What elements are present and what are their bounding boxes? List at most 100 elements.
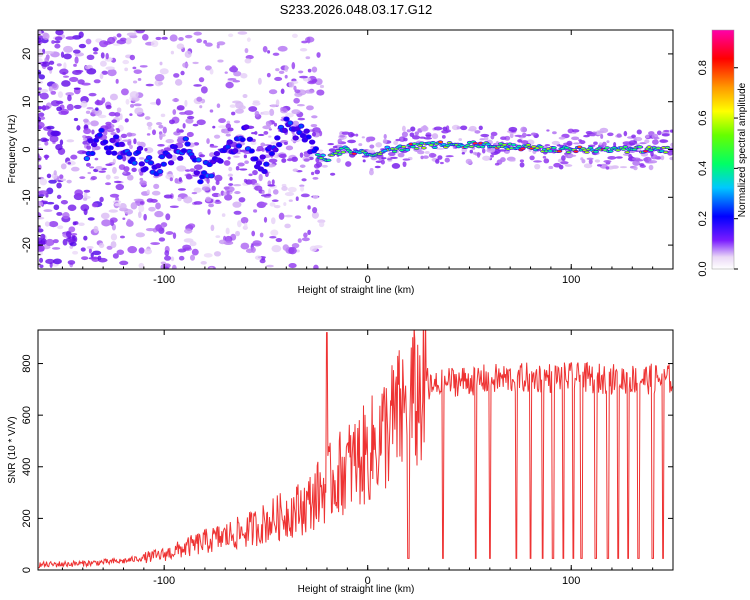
spectrogram-halo-blob <box>633 165 638 171</box>
spectrogram-halo-blob <box>238 105 246 110</box>
spectrogram-noise-blob <box>284 74 288 79</box>
spectrogram-noise-blob <box>252 169 258 176</box>
spectrogram-noise-blob <box>138 204 145 213</box>
spectrogram-halo-blob <box>442 126 448 131</box>
spectrogram-halo-blob <box>217 193 222 197</box>
spectrogram-noise-blob <box>38 216 45 220</box>
spectrogram-halo-blob <box>90 120 99 127</box>
spectrogram-noise-blob <box>240 242 250 250</box>
spectrogram-halo-blob <box>191 191 198 195</box>
spectrogram-halo-blob <box>268 128 272 131</box>
spectrogram-halo-blob <box>425 134 432 137</box>
spectrogram-halo-blob <box>133 138 137 145</box>
spectrogram-noise-blob <box>319 84 325 89</box>
spectrogram-ridge-blob <box>93 138 99 143</box>
spectrogram-ytick-label: 10 <box>21 96 33 108</box>
spectrogram-ridge-blob <box>520 147 525 150</box>
spectrogram-noise-blob <box>38 228 44 233</box>
spectrogram-noise-blob <box>185 117 194 124</box>
spectrogram-noise-blob <box>233 71 242 77</box>
spectrogram-noise-blob <box>159 61 163 66</box>
spectrogram-halo-blob <box>358 143 363 147</box>
spectrogram-noise-blob <box>73 104 82 109</box>
spectrogram-noise-blob <box>91 256 100 262</box>
spectrogram-halo-blob <box>199 154 206 158</box>
spectrogram-halo-blob <box>296 104 305 107</box>
spectrogram-ridge-blob <box>97 133 102 137</box>
spectrogram-noise-blob <box>227 78 237 81</box>
spectrogram-ylabel: Frequency (Hz) <box>7 115 18 184</box>
spectrogram-ridge-blob <box>298 124 304 128</box>
spectrogram-ridge-blob <box>198 179 203 184</box>
spectrogram-halo-blob <box>278 153 287 159</box>
spectrogram-halo-blob <box>480 133 490 138</box>
spectrogram-halo-blob <box>653 136 660 140</box>
spectrogram-noise-blob <box>84 65 91 70</box>
spectrogram-halo-blob <box>374 165 381 169</box>
spectrogram-noise-blob <box>228 33 234 38</box>
spectrogram-noise-blob <box>178 111 187 115</box>
spectrogram-halo-blob <box>478 125 483 131</box>
spectrogram-halo-blob <box>566 140 573 147</box>
spectrogram-ridge-blob <box>262 169 267 174</box>
spectrogram-noise-blob <box>200 86 208 94</box>
spectrogram-noise-blob <box>184 110 194 116</box>
spectrogram-noise-blob <box>41 105 50 110</box>
spectrogram-halo-blob <box>178 129 184 133</box>
spectrogram-noise-blob <box>74 221 79 225</box>
spectrogram-noise-blob <box>114 202 122 207</box>
spectrogram-noise-blob <box>40 61 50 67</box>
spectrogram-noise-blob <box>51 247 61 250</box>
spectrogram-noise-blob <box>185 34 193 39</box>
spectrogram-ridge-blob <box>551 146 557 149</box>
spectrogram-halo-blob <box>229 176 233 181</box>
spectrogram-ridge-blob <box>432 146 438 149</box>
spectrogram-noise-blob <box>261 110 271 116</box>
spectrogram-noise-blob <box>311 211 319 219</box>
spectrogram-halo-blob <box>594 159 601 163</box>
spectrogram-noise-blob <box>74 56 79 64</box>
spectrogram-noise-blob <box>216 43 220 49</box>
spectrogram-halo-blob <box>613 141 617 148</box>
spectrogram-halo-blob <box>303 158 310 162</box>
spectrogram-halo-blob <box>619 166 628 169</box>
spectrogram-halo-blob <box>509 132 514 139</box>
spectrogram-noise-blob <box>145 227 155 232</box>
spectrogram-halo-blob <box>390 156 398 160</box>
spectrogram-noise-blob <box>205 42 213 47</box>
spectrogram-halo-blob <box>645 134 650 139</box>
spectrogram-halo-blob <box>606 140 610 144</box>
spectrogram-halo-blob <box>504 135 511 141</box>
spectrogram-ridge-blob <box>516 145 522 148</box>
spectrogram-ridge-blob <box>577 146 582 149</box>
spectrogram-ridge-blob <box>429 143 434 146</box>
snr-ylabel: SNR (10 * V/V) <box>7 416 18 483</box>
spectrogram-halo-blob <box>347 139 357 144</box>
spectrogram-halo-blob <box>280 88 285 94</box>
spectrogram-noise-blob <box>135 30 146 34</box>
spectrogram-halo-blob <box>138 157 145 160</box>
spectrogram-noise-blob <box>203 253 213 258</box>
spectrogram-noise-blob <box>159 68 169 75</box>
spectrogram-halo-blob <box>83 118 89 123</box>
spectrogram-noise-blob <box>253 209 258 213</box>
spectrogram-ridge-blob <box>414 147 419 150</box>
spectrogram-noise-blob <box>72 250 79 255</box>
spectrogram-halo-blob <box>105 163 113 167</box>
spectrogram-ridge-blob <box>139 162 144 166</box>
spectrogram-noise-blob <box>38 237 43 244</box>
spectrogram-noise-blob <box>193 31 202 36</box>
spectrogram-halo-blob <box>286 158 293 162</box>
spectrogram-halo-blob <box>262 125 271 130</box>
spectrogram-noise-blob <box>246 37 251 42</box>
spectrogram-halo-blob <box>521 132 527 138</box>
spectrogram-ridge-blob <box>538 145 544 148</box>
spectrogram-noise-blob <box>39 178 48 186</box>
spectrogram-noise-blob <box>298 75 309 79</box>
spectrogram-halo-blob <box>312 176 319 180</box>
spectrogram-halo-blob <box>670 129 673 133</box>
spectrogram-halo-blob <box>111 119 118 124</box>
spectrogram-noise-blob <box>130 202 138 210</box>
spectrogram-noise-blob <box>129 54 136 61</box>
spectrogram-noise-blob <box>94 157 99 161</box>
